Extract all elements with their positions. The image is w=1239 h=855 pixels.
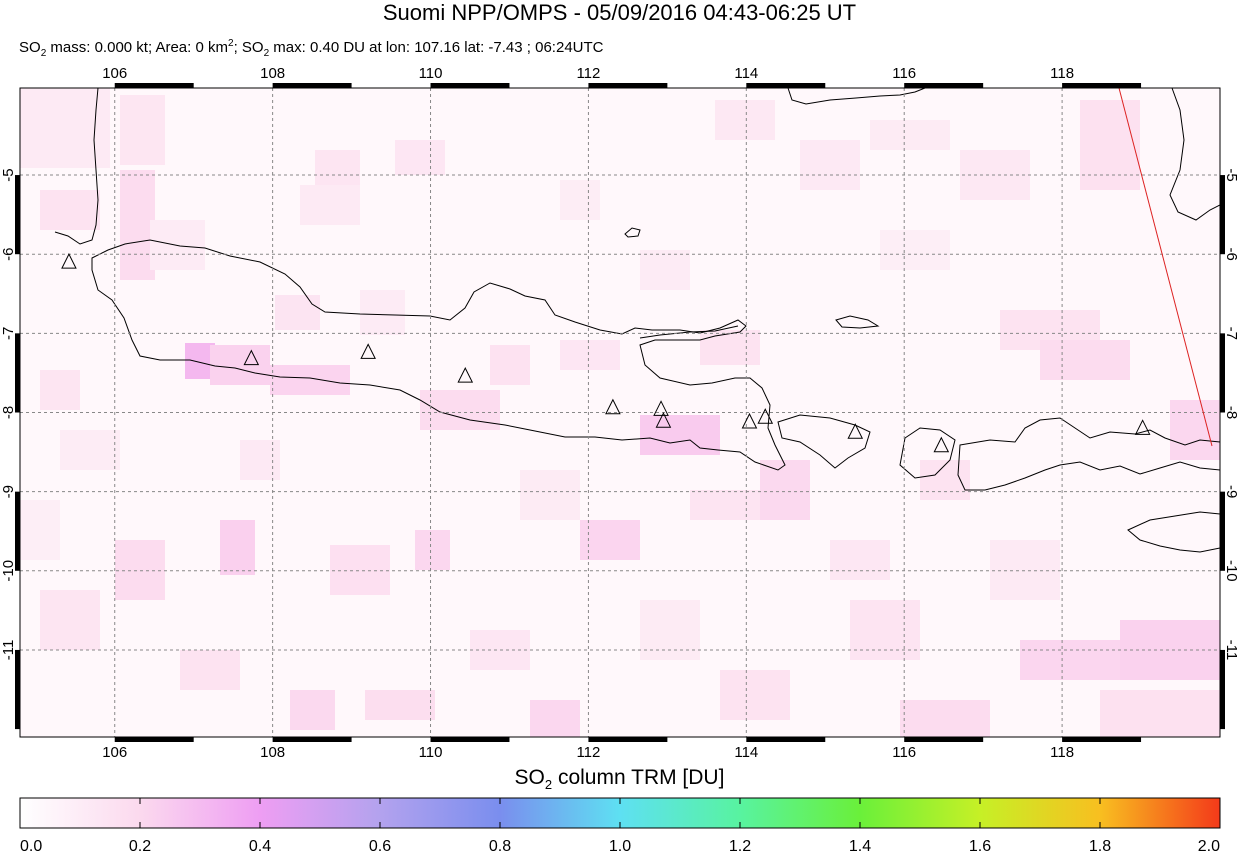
volcano-marker xyxy=(757,408,774,424)
colorbar-tick-label: 0.0 xyxy=(20,838,42,855)
colorbar-tick-label: 1.6 xyxy=(969,838,991,855)
frame-bar-left xyxy=(15,491,20,571)
frame-bar-top xyxy=(430,83,510,88)
colorbar-tick-label: 0.4 xyxy=(249,838,271,855)
colorbar-title: SO2 column TRM [DU] xyxy=(514,766,725,793)
frame-bar-right xyxy=(1220,649,1225,730)
frame-bar-bottom xyxy=(588,737,668,742)
frame-bar-bottom xyxy=(430,737,510,742)
lat-tick-label-right: -11 xyxy=(1223,640,1239,661)
volcano-marker xyxy=(655,412,672,428)
lon-tick-label-bottom: 114 xyxy=(734,744,758,761)
colorbar-tick-label: 1.4 xyxy=(849,838,871,855)
frame-bar-top xyxy=(1062,83,1142,88)
lon-tick-label-bottom: 106 xyxy=(102,744,127,761)
borneo-coastline xyxy=(787,88,926,105)
lon-tick-label-top: 116 xyxy=(892,65,916,82)
lat-tick-label-left: -6 xyxy=(0,248,17,261)
sumatra-coastline xyxy=(54,88,99,245)
volcano-marker xyxy=(741,412,758,429)
sulawesi-coastline xyxy=(1169,88,1220,221)
colorbar-ticks: 0.0 0.2 0.4 0.6 0.8 1.0 1.2 1.4 1.6 1.8 2.0 xyxy=(19,798,1221,855)
lat-tick-label-left: -11 xyxy=(0,640,17,661)
map-subtitle: SO2 mass: 0.000 kt; Area: 0 km2; SO2 max… xyxy=(19,38,604,59)
frame-bar-top xyxy=(114,83,194,88)
frame-bar-left xyxy=(15,333,20,413)
gridline-layer xyxy=(20,88,1220,737)
colorbar-tick-label: 1.0 xyxy=(609,838,631,855)
volcano-marker xyxy=(847,423,864,439)
lat-tick-label-left: -5 xyxy=(0,168,17,181)
lon-tick-label-top: 110 xyxy=(419,65,443,82)
lat-tick-label-left: -7 xyxy=(0,327,17,340)
colorbar-tick-label: 2.0 xyxy=(1198,838,1220,855)
kangean-coastline xyxy=(835,315,880,329)
so2-pixel-layer xyxy=(20,88,1220,737)
frame-bar-left xyxy=(15,649,20,730)
volcano-marker xyxy=(605,398,621,415)
lon-tick-label-top: 108 xyxy=(260,65,285,82)
lat-tick-label-right: -5 xyxy=(1223,168,1239,181)
lombok-coastline xyxy=(899,427,956,479)
lon-tick-label-top: 106 xyxy=(102,65,127,82)
lat-tick-label-right: -8 xyxy=(1223,406,1239,419)
map-title: Suomi NPP/OMPS - 05/09/2016 04:43-06:25 … xyxy=(382,0,857,25)
colorbar-tick-label: 1.2 xyxy=(729,838,751,855)
madura-coastline xyxy=(639,325,739,339)
frame-bar-bottom xyxy=(904,737,984,742)
sumba-coastline xyxy=(1127,511,1220,553)
frame-bar-bottom xyxy=(746,737,826,742)
orbit-edge-line xyxy=(1118,87,1213,447)
tick-label-layer: 106 106 108 108 110 110 112 112 114 114 116 116 118 1… xyxy=(0,65,1239,761)
colorbar-tick-label: 0.8 xyxy=(489,838,511,855)
lon-tick-label-bottom: 112 xyxy=(576,744,600,761)
frame-bar-top xyxy=(746,83,826,88)
lon-tick-label-bottom: 110 xyxy=(419,744,443,761)
frame-bar-top xyxy=(272,83,352,88)
colorbar-tick-label: 0.2 xyxy=(129,838,151,855)
lat-tick-label-right: -9 xyxy=(1223,485,1239,498)
lat-tick-label-left: -9 xyxy=(0,485,17,498)
lat-tick-label-right: -6 xyxy=(1223,248,1239,261)
frame-bar-right xyxy=(1220,491,1225,571)
frame-bar-right xyxy=(1220,333,1225,413)
lon-tick-label-bottom: 116 xyxy=(892,744,916,761)
lat-tick-label-left: -8 xyxy=(0,406,17,419)
lon-tick-label-top: 114 xyxy=(734,65,758,82)
frame-bars xyxy=(15,83,1225,742)
frame-bar-bottom xyxy=(1062,737,1142,742)
lon-tick-label-top: 112 xyxy=(576,65,600,82)
volcano-marker xyxy=(243,349,260,366)
karimunjawa-coastline xyxy=(624,227,641,238)
lat-tick-label-left: -10 xyxy=(0,560,17,582)
lon-tick-label-bottom: 118 xyxy=(1050,744,1074,761)
frame-bar-bottom xyxy=(114,737,194,742)
sumbawa-coastline xyxy=(957,417,1220,491)
lat-tick-label-right: -7 xyxy=(1223,327,1239,340)
java-coastline xyxy=(91,239,786,471)
colorbar-tick-label: 1.8 xyxy=(1089,838,1111,855)
volcano-marker xyxy=(653,400,669,416)
volcano-marker xyxy=(61,253,77,269)
colorbar-tick-label: 0.6 xyxy=(369,838,391,855)
lon-tick-label-bottom: 108 xyxy=(260,744,285,761)
volcano-marker xyxy=(457,366,474,383)
volcano-marker xyxy=(360,343,376,359)
volcano-layer xyxy=(61,253,1151,453)
bali-coastline xyxy=(777,414,871,469)
frame-bar-top xyxy=(588,83,668,88)
coastline-layer xyxy=(54,88,1220,553)
lat-tick-label-right: -10 xyxy=(1223,560,1239,582)
frame-bar-bottom xyxy=(272,737,352,742)
volcano-marker xyxy=(933,436,950,453)
volcano-marker xyxy=(1134,419,1151,435)
frame-bar-top xyxy=(904,83,984,88)
frame-bar-right xyxy=(1220,175,1225,255)
frame-bar-left xyxy=(15,175,20,255)
lon-tick-label-top: 118 xyxy=(1050,65,1074,82)
